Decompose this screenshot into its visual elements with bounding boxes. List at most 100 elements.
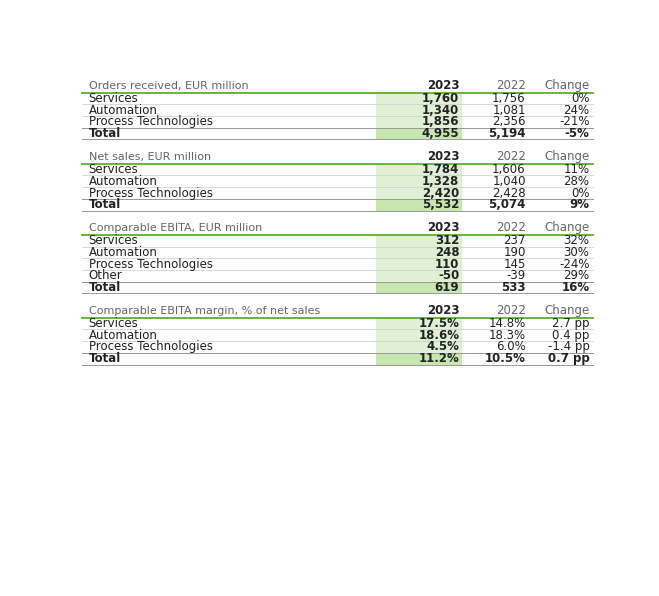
Text: 10.5%: 10.5% <box>485 352 526 365</box>
Text: 237: 237 <box>503 234 526 247</box>
Text: Automation: Automation <box>88 175 158 188</box>
Bar <box>376 116 462 128</box>
Text: Automation: Automation <box>88 104 158 117</box>
Bar <box>82 303 593 318</box>
Text: 29%: 29% <box>563 269 590 283</box>
Text: 11.2%: 11.2% <box>418 352 459 365</box>
Text: 1,760: 1,760 <box>422 92 459 105</box>
Text: 2023: 2023 <box>427 79 459 92</box>
Text: 5,194: 5,194 <box>488 127 526 140</box>
Bar <box>82 221 593 235</box>
Text: -5%: -5% <box>565 127 590 140</box>
Text: 0.7 pp: 0.7 pp <box>548 352 590 365</box>
Text: 18.6%: 18.6% <box>418 329 459 342</box>
Text: Change: Change <box>544 79 590 92</box>
Text: 2022: 2022 <box>496 221 526 234</box>
Text: 1,756: 1,756 <box>492 92 526 105</box>
Bar <box>82 150 593 164</box>
Text: 2,356: 2,356 <box>492 116 526 128</box>
Text: 1,856: 1,856 <box>422 116 459 128</box>
Text: 2023: 2023 <box>427 304 459 317</box>
Bar <box>376 92 462 104</box>
Text: Change: Change <box>544 304 590 317</box>
Text: 4.5%: 4.5% <box>426 340 459 353</box>
Bar <box>376 128 462 139</box>
Text: 5,074: 5,074 <box>488 198 526 211</box>
Text: Comparable EBITA, EUR million: Comparable EBITA, EUR million <box>88 223 262 233</box>
Bar <box>82 341 593 353</box>
Text: 24%: 24% <box>563 104 590 117</box>
Text: 2.7 pp: 2.7 pp <box>552 317 590 330</box>
Text: Services: Services <box>88 92 138 105</box>
Bar <box>376 282 462 293</box>
Bar <box>376 353 462 365</box>
Text: 11%: 11% <box>563 163 590 176</box>
Text: 0.4 pp: 0.4 pp <box>552 329 590 342</box>
Text: 1,040: 1,040 <box>492 175 526 188</box>
Text: Other: Other <box>88 269 123 283</box>
Text: -1.4 pp: -1.4 pp <box>548 340 590 353</box>
Bar <box>82 175 593 187</box>
Bar <box>82 116 593 128</box>
Text: 2022: 2022 <box>496 79 526 92</box>
Bar <box>82 270 593 282</box>
Bar <box>82 353 593 365</box>
Bar <box>82 282 593 293</box>
Text: 110: 110 <box>435 257 459 271</box>
Bar <box>376 330 462 341</box>
Text: 2,428: 2,428 <box>492 187 526 200</box>
Text: Process Technologies: Process Technologies <box>88 340 212 353</box>
Text: 32%: 32% <box>563 234 590 247</box>
Text: 18.3%: 18.3% <box>488 329 526 342</box>
Text: 248: 248 <box>435 246 459 259</box>
Text: 16%: 16% <box>561 281 590 294</box>
Text: Automation: Automation <box>88 246 158 259</box>
Text: Total: Total <box>88 352 121 365</box>
Text: 6.0%: 6.0% <box>496 340 526 353</box>
Text: 0%: 0% <box>571 187 590 200</box>
Text: 30%: 30% <box>563 246 590 259</box>
Text: Automation: Automation <box>88 329 158 342</box>
Text: Orders received, EUR million: Orders received, EUR million <box>88 80 248 91</box>
Bar <box>82 258 593 270</box>
Bar <box>376 318 462 330</box>
Text: 1,340: 1,340 <box>422 104 459 117</box>
Text: 1,784: 1,784 <box>422 163 459 176</box>
Text: 4,955: 4,955 <box>422 127 459 140</box>
Bar <box>82 187 593 199</box>
Text: Change: Change <box>544 221 590 234</box>
Bar <box>376 270 462 282</box>
Bar <box>376 199 462 210</box>
Text: 2022: 2022 <box>496 150 526 163</box>
Text: Net sales, EUR million: Net sales, EUR million <box>88 151 211 162</box>
Bar <box>376 247 462 258</box>
Text: 619: 619 <box>435 281 459 294</box>
Text: 533: 533 <box>501 281 526 294</box>
Bar <box>376 235 462 247</box>
Text: 17.5%: 17.5% <box>418 317 459 330</box>
Text: 2022: 2022 <box>496 304 526 317</box>
Text: Comparable EBITA margin, % of net sales: Comparable EBITA margin, % of net sales <box>88 306 320 316</box>
Bar <box>82 318 593 330</box>
Bar <box>82 199 593 210</box>
Text: -24%: -24% <box>559 257 590 271</box>
Text: 1,328: 1,328 <box>422 175 459 188</box>
Bar <box>82 247 593 258</box>
Text: 190: 190 <box>503 246 526 259</box>
Bar <box>376 164 462 175</box>
Text: 0%: 0% <box>571 92 590 105</box>
Text: 14.8%: 14.8% <box>488 317 526 330</box>
Text: Services: Services <box>88 234 138 247</box>
Bar <box>376 341 462 353</box>
Text: 1,081: 1,081 <box>492 104 526 117</box>
Text: 1,606: 1,606 <box>492 163 526 176</box>
Bar <box>82 235 593 247</box>
Text: -50: -50 <box>438 269 459 283</box>
Text: Services: Services <box>88 163 138 176</box>
Text: Total: Total <box>88 127 121 140</box>
Bar <box>82 164 593 175</box>
Bar <box>376 187 462 199</box>
Text: Change: Change <box>544 150 590 163</box>
Bar <box>82 79 593 92</box>
Text: 2023: 2023 <box>427 221 459 234</box>
